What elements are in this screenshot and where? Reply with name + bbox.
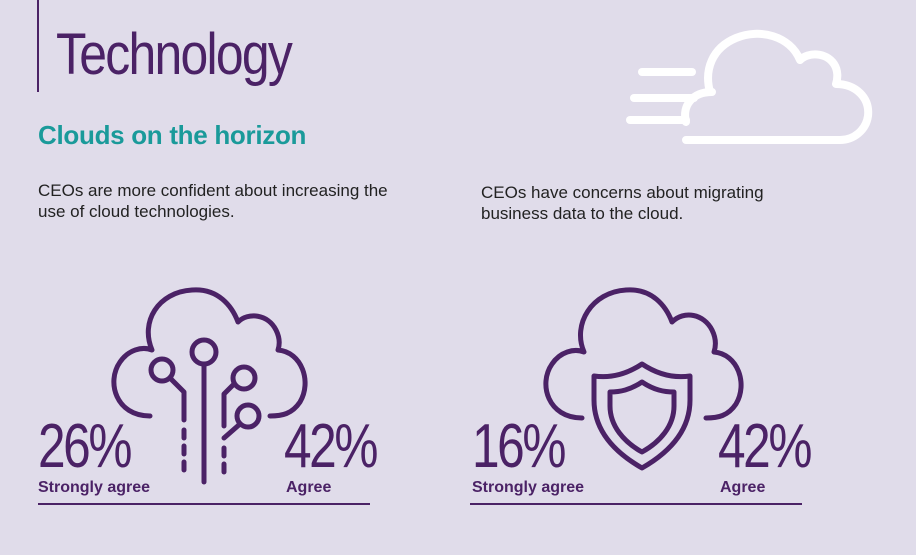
- stat-agree-value-right: 42%: [718, 412, 812, 481]
- right-description: CEOs have concerns about migrating busin…: [481, 183, 764, 223]
- title-rule: [37, 0, 39, 92]
- cloud-circuit-icon: [111, 287, 308, 485]
- cloud-speed-icon: [626, 29, 873, 144]
- left-baseline: [38, 503, 370, 505]
- section-subtitle: Clouds on the horizon: [38, 120, 307, 150]
- left-description: CEOs are more confident about increasing…: [38, 181, 388, 221]
- stat-strongly-agree-label-right: Strongly agree: [472, 479, 585, 496]
- stat-agree-label-right: Agree: [720, 479, 766, 496]
- right-baseline: [470, 503, 802, 505]
- cloud-shield-icon: [543, 287, 744, 471]
- stat-strongly-agree-value-right: 16%: [472, 412, 566, 481]
- stat-agree-label-left: Agree: [286, 479, 332, 496]
- stat-agree-value-left: 42%: [284, 412, 378, 481]
- stat-strongly-agree-value-left: 26%: [38, 412, 132, 481]
- stat-strongly-agree-label-left: Strongly agree: [38, 479, 151, 496]
- page-title: Technology: [56, 22, 293, 87]
